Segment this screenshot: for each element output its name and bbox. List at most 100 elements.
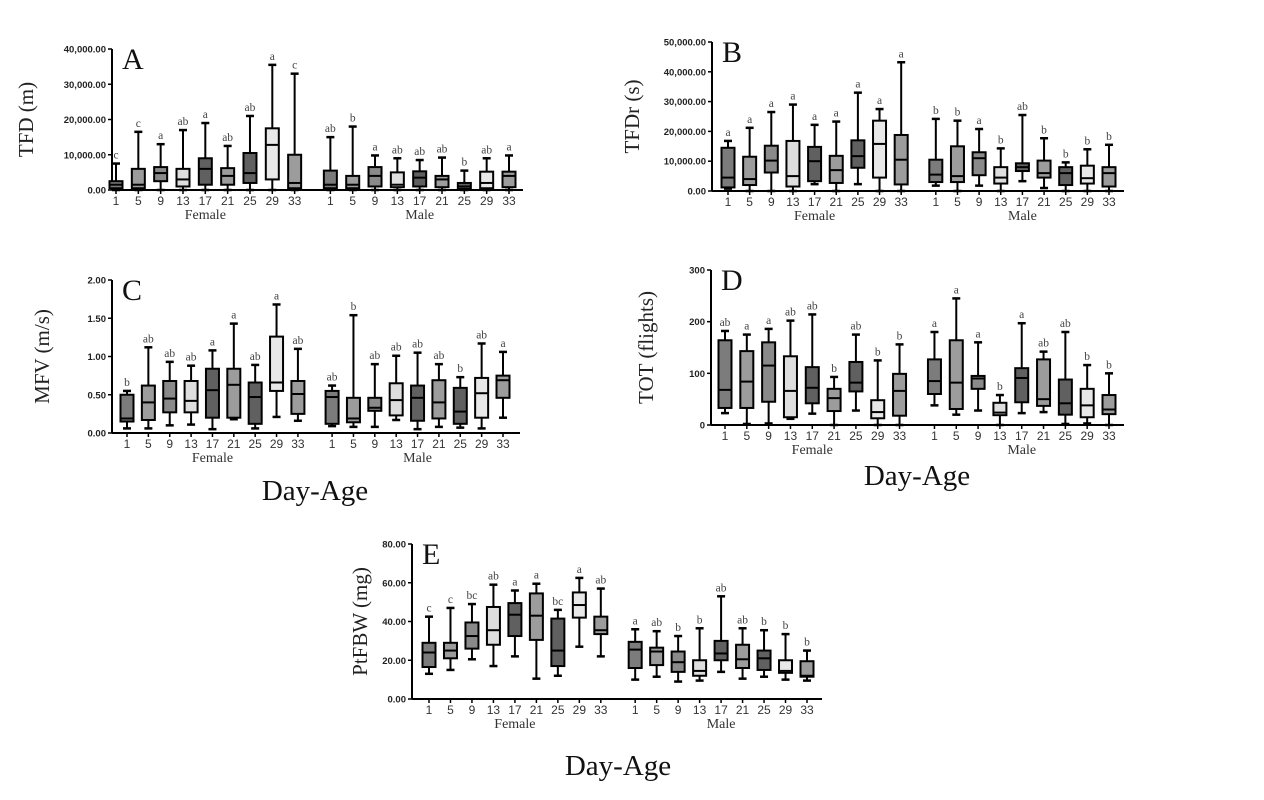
- box-iqr: [782, 355, 798, 419]
- box-female-day-21: a 21: [828, 108, 844, 209]
- y-tick-label: 40,000.00: [664, 67, 706, 78]
- x-tick-label: 25: [1059, 195, 1073, 209]
- panel-label: E: [422, 538, 440, 571]
- significance-letter: a: [534, 570, 539, 582]
- box-male-day-13: b 13: [993, 134, 1009, 209]
- x-tick-label: 13: [390, 437, 404, 451]
- box-female-day-17: a 17: [507, 577, 523, 717]
- y-tick-label: 1.50: [88, 314, 107, 325]
- group-label-male: Male: [1007, 443, 1036, 458]
- significance-letter: a: [747, 114, 752, 126]
- significance-letter: ab: [1060, 318, 1071, 330]
- x-tick-label: 1: [426, 703, 433, 717]
- x-tick-label: 29: [266, 194, 280, 208]
- y-axis-label: MFV (m/s): [30, 309, 54, 404]
- significance-letter: ab: [369, 350, 380, 362]
- box-male-day-9: b9: [670, 622, 686, 717]
- box-male-day-1: b1: [928, 105, 944, 209]
- box-iqr: [324, 389, 340, 425]
- box-female-day-29: b 29: [870, 346, 886, 443]
- significance-letter: ab: [785, 307, 796, 319]
- box-female-day-17: a 17: [807, 111, 823, 209]
- x-tick-label: 1: [931, 429, 938, 443]
- group-label-female: Female: [494, 717, 535, 732]
- x-tick-label: 33: [594, 703, 608, 717]
- x-tick-label: 9: [157, 194, 164, 208]
- y-tick-label: 200: [689, 317, 705, 328]
- x-tick-label: 25: [1059, 429, 1073, 443]
- significance-letter: ab: [476, 329, 487, 341]
- x-tick-label: 13: [784, 429, 798, 443]
- box-male-day-13: b 13: [692, 614, 708, 717]
- significance-letter: a: [834, 108, 839, 120]
- box-female-day-13: a 13: [785, 91, 801, 209]
- x-tick-label: 25: [458, 194, 472, 208]
- significance-letter: b: [875, 346, 881, 358]
- significance-letter: ab: [433, 350, 444, 362]
- box-iqr: [367, 396, 383, 412]
- significance-letter: ab: [164, 348, 175, 360]
- box-iqr: [242, 151, 258, 184]
- significance-letter: b: [831, 363, 837, 375]
- x-tick-label: 5: [746, 195, 753, 209]
- y-tick-label: 0: [700, 421, 705, 432]
- box-female-day-5: a5: [739, 321, 755, 443]
- x-tick-label: 5: [135, 194, 142, 208]
- box-female-day-25: a 25: [850, 79, 866, 209]
- significance-letter: a: [855, 79, 860, 91]
- significance-letter: bc: [467, 590, 478, 602]
- box-female-day-9: ab 9: [162, 348, 178, 451]
- box-female-day-29: a 29: [571, 564, 587, 717]
- box-iqr: [735, 643, 751, 669]
- significance-letter: b: [675, 622, 681, 634]
- group-label-male: Male: [707, 717, 736, 732]
- x-tick-label: 13: [487, 703, 501, 717]
- x-tick-label: 21: [736, 703, 750, 717]
- group-label-female: Female: [192, 451, 233, 466]
- box-female-day-13: ab 13: [485, 571, 501, 717]
- box-male-day-33: b 33: [1101, 359, 1117, 443]
- box-iqr: [778, 659, 794, 674]
- box-iqr: [119, 393, 135, 423]
- significance-letter: a: [744, 321, 749, 333]
- x-tick-label: 25: [851, 195, 865, 209]
- x-tick-label: 9: [975, 429, 982, 443]
- x-tick-label: 1: [329, 437, 336, 451]
- box-iqr: [627, 640, 643, 669]
- box-female-day-25: bc 25: [550, 596, 566, 717]
- box-female-day-29: a 29: [264, 51, 280, 208]
- box-male-day-29: b 29: [778, 620, 794, 717]
- box-iqr: [1079, 387, 1095, 419]
- x-tick-label: 9: [371, 437, 378, 451]
- x-tick-label: 21: [432, 437, 446, 451]
- y-tick-label: 40.00: [382, 617, 406, 628]
- x-tick-label: 13: [994, 195, 1008, 209]
- box-male-day-21: b 21: [1036, 124, 1052, 209]
- significance-letter: c: [448, 594, 453, 606]
- y-tick-label: 10,000.00: [664, 157, 706, 168]
- box-male-day-9: a9: [971, 115, 987, 209]
- significance-letter: a: [812, 111, 817, 123]
- box-male-day-21: ab 21: [434, 144, 450, 208]
- significance-letter: c: [136, 118, 141, 130]
- significance-letter: a: [270, 51, 275, 63]
- x-tick-label: 29: [475, 437, 489, 451]
- box-iqr: [162, 379, 178, 414]
- significance-letter: ab: [325, 123, 336, 135]
- x-tick-label: 33: [895, 195, 909, 209]
- x-tick-label: 29: [573, 703, 587, 717]
- significance-letter: ab: [392, 144, 403, 156]
- x-tick-label: 13: [993, 429, 1007, 443]
- significance-letter: b: [998, 134, 1004, 146]
- x-tick-label: 33: [502, 194, 516, 208]
- significance-letter: b: [1041, 124, 1047, 136]
- box-iqr: [804, 366, 820, 405]
- x-tick-label: 21: [1037, 429, 1051, 443]
- box-iqr: [204, 367, 220, 419]
- x-tick-label: 9: [372, 194, 379, 208]
- significance-letter: ab: [391, 342, 402, 354]
- box-iqr: [550, 617, 566, 668]
- x-tick-label: 29: [873, 195, 887, 209]
